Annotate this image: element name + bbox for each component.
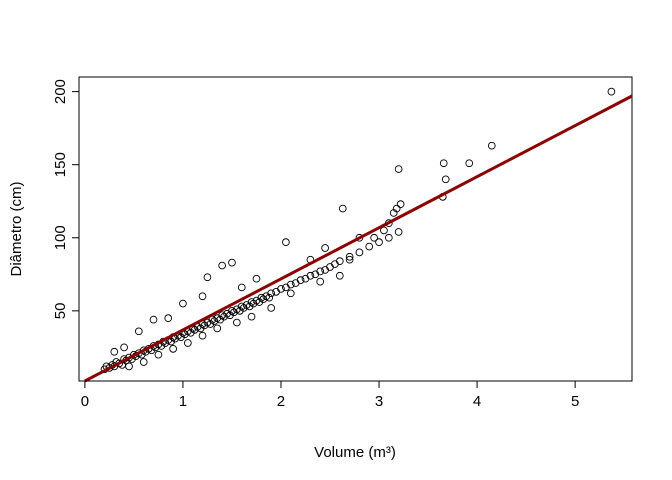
data-point [196,324,205,333]
data-point [247,298,256,306]
data-point [335,271,344,280]
data-point [167,337,176,346]
data-point [177,333,185,342]
x-tick-label: 4 [473,393,481,410]
data-point [316,267,325,276]
x-tick-label: 0 [81,393,89,410]
data-point [286,280,295,289]
data-point [228,306,236,315]
data-point [326,263,334,271]
data-point [267,289,276,298]
y-axis: 50 100 150 200 [52,79,80,320]
regression-line-group [84,94,633,383]
regression-line [84,94,633,383]
data-point [169,344,177,353]
data-point [365,242,374,251]
data-point [237,283,246,292]
data-point [282,238,290,247]
data-point [134,327,143,336]
data-point [265,293,274,302]
data-point [296,276,305,285]
data-point [321,244,329,252]
x-tick-label: 5 [571,393,579,410]
data-point [441,175,450,184]
data-point [228,258,236,267]
data-point [394,228,403,236]
y-axis-title: Diâmetro (cm) [8,181,25,276]
data-point [487,141,496,150]
data-point [607,87,616,96]
data-point [316,277,325,286]
data-point [120,343,128,352]
data-point [335,257,344,266]
data-point [125,362,133,371]
data-point [345,255,354,264]
data-points [100,87,616,374]
data-point [245,302,254,311]
data-point [154,350,163,359]
data-point [216,315,225,324]
y-tick-label: 50 [52,303,69,320]
data-point [439,159,448,168]
y-tick-label: 200 [52,79,69,104]
data-point [164,314,173,323]
x-tick-label: 2 [277,393,285,410]
data-point [465,159,474,168]
data-point [183,339,192,347]
data-point [396,200,405,209]
x-tick-label: 1 [179,393,187,410]
data-point [233,318,241,327]
data-point [235,306,244,315]
data-point [213,324,222,333]
data-point [198,292,207,301]
data-point [110,347,119,356]
x-axis: 0 1 2 3 4 5 [81,380,579,410]
data-point [186,328,195,337]
x-tick-label: 3 [375,393,383,410]
data-point [338,204,347,213]
data-point [179,299,187,308]
data-point [331,260,339,268]
data-point [206,320,215,328]
plot-frame [78,76,633,382]
data-point [226,311,234,320]
data-point [267,304,276,312]
data-point [149,315,158,324]
data-point [255,298,264,306]
data-point [380,226,388,235]
data-point [139,346,148,355]
data-point [247,312,256,321]
data-point [394,165,403,173]
data-point [282,283,290,292]
data-point [218,311,227,320]
data-point [218,261,227,270]
data-point [257,293,266,302]
data-point [345,252,354,261]
data-point [384,233,393,242]
data-point [291,279,300,287]
data-point [203,273,212,282]
data-point [311,270,320,279]
data-point [306,271,315,280]
data-point [272,287,280,296]
data-point [375,238,383,247]
data-point [392,204,401,213]
data-point [252,274,261,283]
data-point [286,289,295,298]
x-axis-title: Volume (m³) [314,444,396,461]
data-point [237,302,246,311]
data-point [321,266,329,274]
data-point [198,331,207,340]
y-tick-label: 150 [52,152,69,177]
y-tick-label: 100 [52,225,69,250]
data-point [301,274,310,283]
data-point [277,285,285,293]
data-point [370,233,378,242]
data-point [355,248,364,257]
data-point [139,358,148,366]
